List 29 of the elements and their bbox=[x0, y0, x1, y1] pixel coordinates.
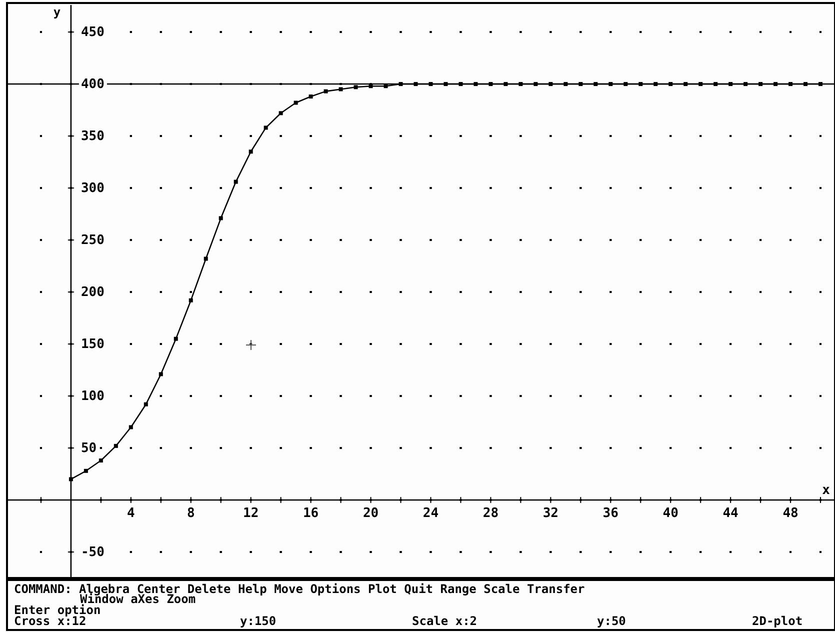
x-tick-label: 28 bbox=[482, 506, 499, 522]
x-tick-label: 44 bbox=[722, 506, 739, 522]
y-tick-label: 150 bbox=[80, 337, 105, 352]
x-tick-label: 48 bbox=[782, 506, 799, 522]
x-tick-label: 16 bbox=[302, 506, 319, 522]
x-tick-label: 20 bbox=[362, 506, 379, 522]
y-tick-label: 200 bbox=[80, 285, 105, 300]
y-tick-label: 350 bbox=[80, 129, 105, 144]
x-tick-label: 8 bbox=[186, 506, 195, 522]
text: 2D-plot bbox=[752, 614, 803, 628]
y-tick-label: 400 bbox=[80, 77, 105, 92]
text: Enter option bbox=[14, 603, 101, 617]
y-tick-label: 450 bbox=[80, 25, 105, 40]
text: Scale x:2 bbox=[412, 614, 478, 628]
text: y:150 bbox=[240, 614, 276, 628]
x-tick-label: 36 bbox=[602, 506, 619, 522]
x-tick-label: 40 bbox=[662, 506, 679, 522]
x-axis-title: x bbox=[822, 483, 830, 498]
y-tick-label: 50 bbox=[80, 441, 97, 456]
y-tick-label: 300 bbox=[80, 181, 105, 196]
x-tick-label: 24 bbox=[422, 506, 439, 522]
y-tick-label: -50 bbox=[80, 545, 105, 560]
y-tick-label: 100 bbox=[80, 389, 105, 404]
y-tick-label: 250 bbox=[80, 233, 105, 248]
x-tick-label: 12 bbox=[243, 506, 259, 522]
text: y:50 bbox=[597, 614, 626, 628]
x-tick-label: 4 bbox=[127, 506, 136, 522]
x-tick-label: 32 bbox=[542, 506, 558, 522]
y-axis-title: y bbox=[53, 5, 61, 19]
